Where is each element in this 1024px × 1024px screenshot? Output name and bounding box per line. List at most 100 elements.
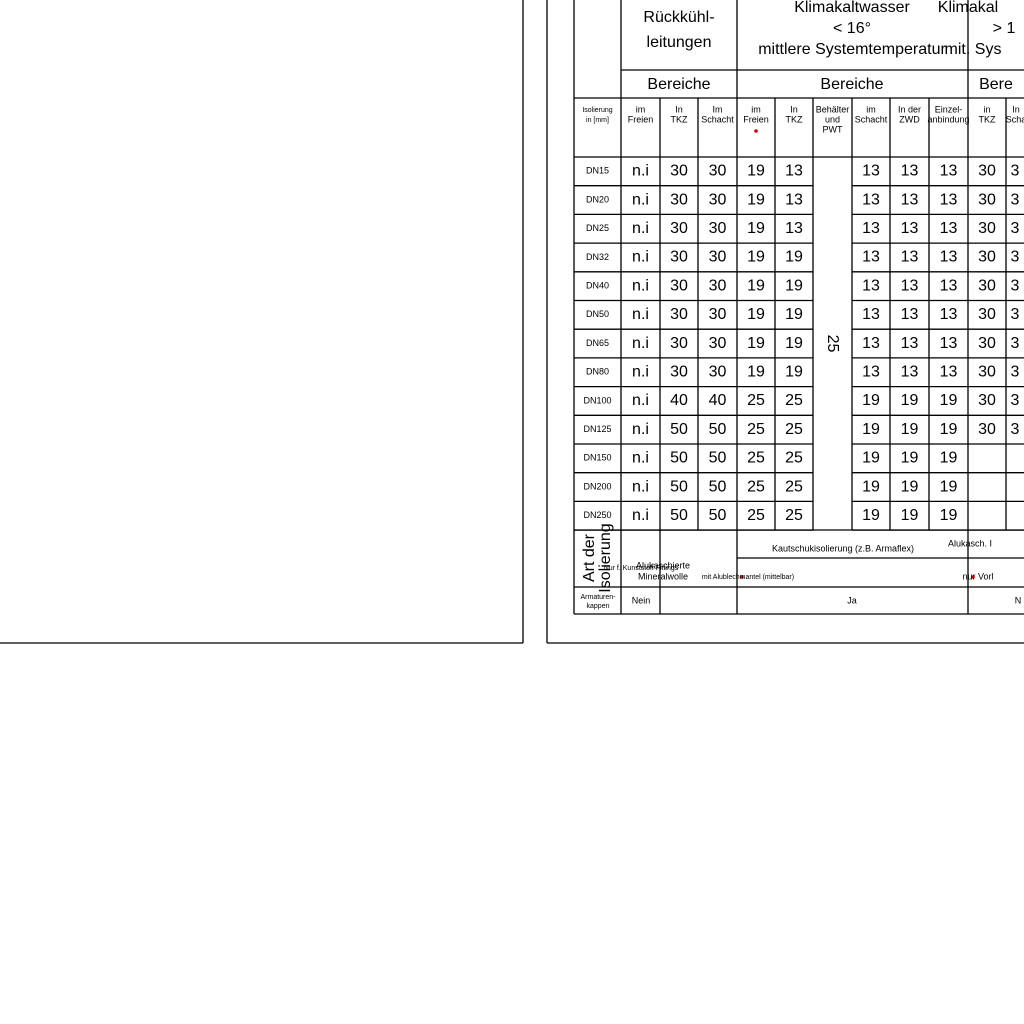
cell-text: 13 <box>862 363 880 380</box>
cell-text: Armaturen- <box>580 594 616 601</box>
cell-text: 13 <box>785 191 803 208</box>
cell-text: n.i <box>632 478 649 495</box>
cell-text: 3 <box>1011 191 1020 208</box>
cell-text: kappen <box>587 603 610 610</box>
cell-text: 3 <box>1011 163 1020 180</box>
cell-text: 13 <box>940 335 958 352</box>
cell-text: leitungen <box>647 34 712 51</box>
cell-text: 30 <box>670 363 688 380</box>
cell-text: 3 <box>1011 249 1020 266</box>
cell-text: DN250 <box>583 510 611 520</box>
cell-text: 19 <box>940 507 958 524</box>
cell-text: 30 <box>709 163 727 180</box>
cell-text: 30 <box>978 306 996 323</box>
cell-text: 30 <box>670 191 688 208</box>
cell-text: Alukaschierte <box>636 560 690 570</box>
cell-text: 30 <box>978 249 996 266</box>
cell-text: 19 <box>747 191 765 208</box>
cell-text: Im <box>713 104 723 114</box>
cell-text: 19 <box>901 478 919 495</box>
cell-text: DN32 <box>586 252 609 262</box>
cell-text: DN25 <box>586 223 609 233</box>
cell-text: 19 <box>747 335 765 352</box>
cell-text: TKZ <box>671 114 689 124</box>
cell-text: Scha <box>1006 114 1024 124</box>
cell-text: nur Vorl <box>962 571 993 581</box>
cell-text: n.i <box>632 335 649 352</box>
cell-text: In <box>790 104 798 114</box>
cell-text: 13 <box>862 191 880 208</box>
cell-text: n.i <box>632 507 649 524</box>
cell-text: 25 <box>747 478 765 495</box>
cell-text: 13 <box>901 306 919 323</box>
cell-text: Art der <box>581 533 598 582</box>
cell-text: PWT <box>823 124 843 134</box>
cell-text: 25 <box>785 392 803 409</box>
cell-text: mit. Sys <box>945 41 1002 58</box>
cell-text: 19 <box>785 249 803 266</box>
cell-text: Ja <box>847 595 857 605</box>
cell-text: 19 <box>901 450 919 467</box>
cell-text: anbindung <box>927 114 969 124</box>
cell-text: 30 <box>709 249 727 266</box>
cell-text: n.i <box>632 220 649 237</box>
cell-text: n.i <box>632 363 649 380</box>
cell-text: Isolierung <box>597 523 614 592</box>
cell-text: 19 <box>747 163 765 180</box>
cell-text: 3 <box>1011 335 1020 352</box>
cell-text: n.i <box>632 421 649 438</box>
cell-text: 13 <box>901 249 919 266</box>
cell-text: Schacht <box>855 114 888 124</box>
cell-text: 25 <box>785 421 803 438</box>
cell-text: Klimakal <box>938 0 998 16</box>
cell-text: n.i <box>632 306 649 323</box>
cell-text: 13 <box>901 163 919 180</box>
cell-text: 19 <box>785 363 803 380</box>
cell-text: 3 <box>1011 421 1020 438</box>
cell-text: 19 <box>862 478 880 495</box>
cell-text: Bereiche <box>647 76 710 93</box>
cell-text: 30 <box>978 163 996 180</box>
cell-text: 19 <box>862 421 880 438</box>
cell-text: DN80 <box>586 367 609 377</box>
cell-text: 30 <box>670 163 688 180</box>
marker-dot <box>971 575 975 579</box>
cell-text: 19 <box>940 450 958 467</box>
cell-text: 19 <box>862 392 880 409</box>
cell-text: 25 <box>747 392 765 409</box>
cell-text: 13 <box>901 363 919 380</box>
cell-text: 19 <box>747 277 765 294</box>
cell-text: und <box>825 114 840 124</box>
cell-text: < 16° <box>833 20 871 37</box>
cell-text: 3 <box>1011 363 1020 380</box>
cell-text: 25 <box>824 335 841 353</box>
cell-text: 13 <box>940 277 958 294</box>
cell-text: 30 <box>978 220 996 237</box>
cell-text: mit Alublechmantel (mittelbar) <box>702 574 794 581</box>
cell-text: Isolierung <box>582 107 612 114</box>
cell-text: 30 <box>978 191 996 208</box>
cell-text: Schacht <box>701 114 734 124</box>
cell-text: 13 <box>901 191 919 208</box>
cell-text: DN50 <box>586 309 609 319</box>
cell-text: n.i <box>632 163 649 180</box>
cell-text: 19 <box>747 306 765 323</box>
cell-text: TKZ <box>979 114 997 124</box>
cell-text: TKZ <box>786 114 804 124</box>
cell-text: 13 <box>862 306 880 323</box>
cell-text: 30 <box>978 335 996 352</box>
cell-text: 25 <box>747 450 765 467</box>
cell-text: 13 <box>785 220 803 237</box>
cell-text: 13 <box>901 220 919 237</box>
cell-text: DN200 <box>583 481 611 491</box>
cell-text: Mineralwolle <box>638 571 688 581</box>
cell-text: 40 <box>709 392 727 409</box>
cell-text: 50 <box>709 450 727 467</box>
cell-text: 30 <box>978 392 996 409</box>
cell-text: Kautschukisolierung (z.B. Armaflex) <box>772 543 914 553</box>
cell-text: 13 <box>862 277 880 294</box>
cell-text: 19 <box>747 363 765 380</box>
cell-text: 3 <box>1011 220 1020 237</box>
cell-text: 25 <box>785 450 803 467</box>
cell-text: Bere <box>979 76 1013 93</box>
